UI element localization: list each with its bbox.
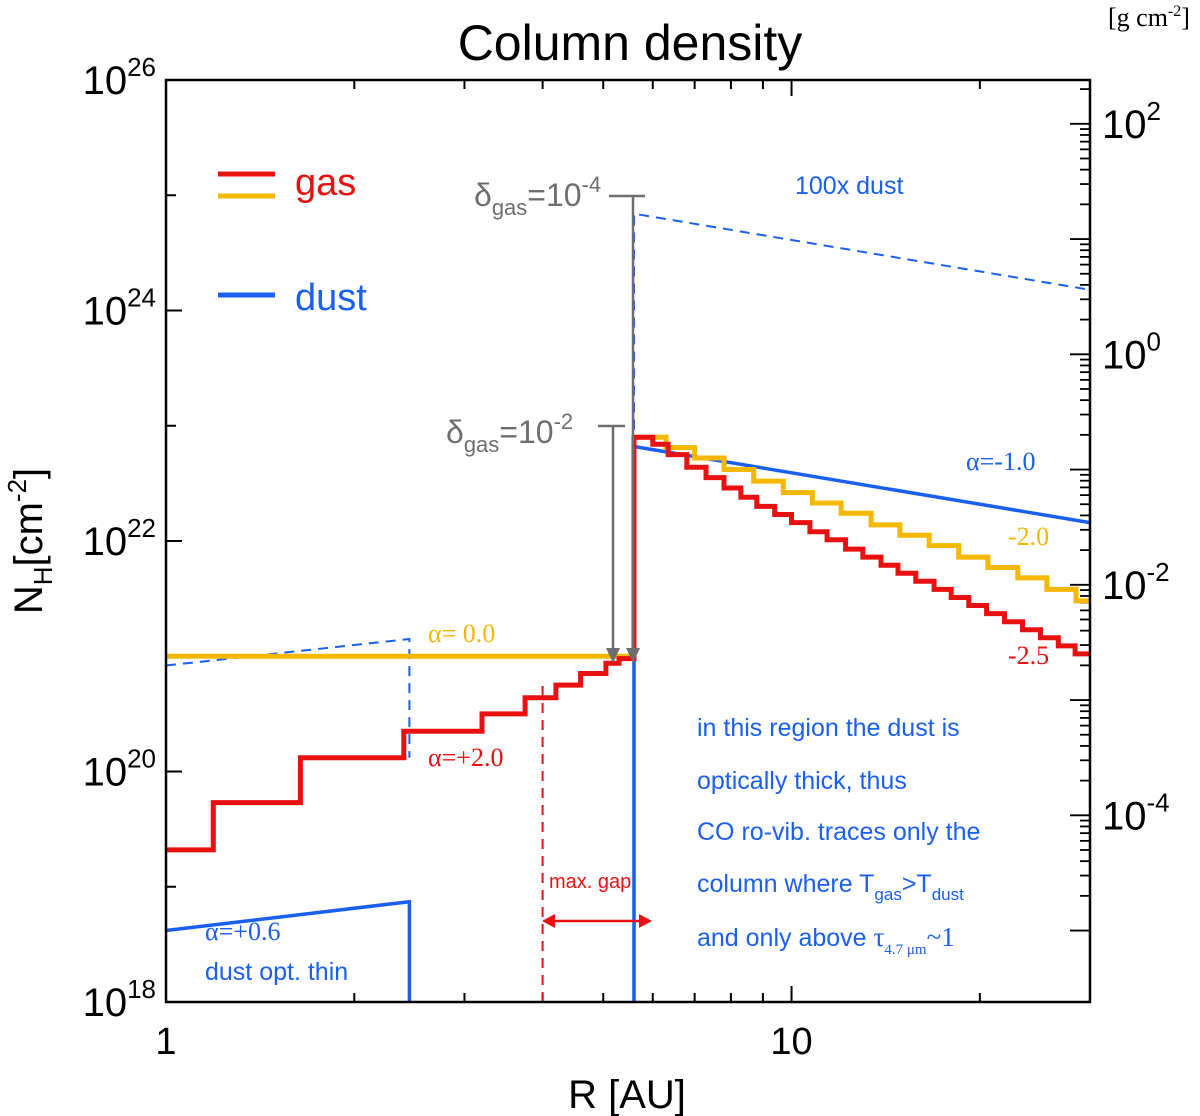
y-axis-label-unit-exp: -2 [2, 479, 32, 502]
alpha-gas-yellow-outer-label: -2.0 [1008, 522, 1049, 551]
y-tick-label: 1024 [83, 283, 156, 334]
alpha-dust-outer-label: α=-1.0 [966, 447, 1035, 476]
series-gas-alpha-0-0-2-0 [166, 434, 1090, 659]
max-gap-arrowhead-right [639, 914, 652, 928]
right-tick-label: 10-4 [1102, 787, 1170, 838]
right-tick-exp: 0 [1147, 326, 1161, 356]
right-tick-exp: -2 [1147, 557, 1170, 587]
right-axis-unit: [g cm-2] [1108, 3, 1190, 32]
dust-thin-label: dust opt. thin [205, 958, 348, 986]
delta-gas-2-label: δgas=10-2 [446, 409, 573, 457]
right-tick-exp: 2 [1147, 96, 1161, 126]
region-note-line-4c: >T [902, 870, 932, 898]
max-gap-arrowhead-left [542, 914, 555, 928]
y-tick-base: 10 [83, 981, 128, 1025]
alpha-gas-red-outer-label: -2.5 [1008, 641, 1049, 670]
chart-title: Column density [458, 15, 803, 71]
y-tick-base: 10 [83, 520, 128, 564]
alpha-dust-inner-label: α=+0.6 [205, 917, 280, 946]
series-100x-dust-outer [633, 212, 1091, 447]
delta-gas-4-label: δgas=10-4 [474, 172, 601, 220]
y-tick-label: 1022 [83, 513, 156, 564]
delta-gas-2-arrowhead [606, 648, 620, 663]
y-tick-exp: 26 [127, 52, 156, 82]
max-gap-label: max. gap [549, 871, 631, 893]
x-tick-label: 1 [155, 1021, 176, 1063]
alpha-gas-red-inner-label: α=+2.0 [428, 743, 503, 772]
annotations: gas dust δgas=10-4 δgas=10-2 100x dust α… [205, 162, 1049, 986]
region-note-line-2: optically thick, thus [697, 767, 907, 795]
right-tick-base: 10 [1102, 103, 1147, 147]
y-tick-exp: 24 [127, 283, 156, 313]
delta-gas-2-exp: -2 [554, 409, 574, 434]
region-note-line-5d: ~1 [927, 922, 955, 952]
y-tick-base: 10 [83, 59, 128, 103]
right-tick-exp: -4 [1147, 787, 1170, 817]
right-tick-label: 102 [1102, 96, 1161, 147]
delta-gas-4-exp: -4 [582, 172, 602, 197]
delta-gas-2-val: =10 [499, 414, 553, 450]
y-tick-label: 1026 [83, 52, 156, 103]
region-note-line-5: and only above τ4.7 μm~1 [697, 922, 955, 958]
region-note-line-3: CO ro-vib. traces only the [697, 818, 980, 846]
right-tick-label: 100 [1102, 326, 1161, 377]
region-note-line-5c: 4.7 μm [884, 942, 927, 958]
y-axis-label: NH[cm-2] [2, 468, 58, 614]
right-tick-base: 10 [1102, 333, 1147, 377]
region-note-line-5a: and only above [697, 924, 874, 952]
delta-gas-2-sub: gas [464, 432, 499, 457]
region-note-line-5b: τ [874, 922, 885, 952]
right-axis-unit-text: [g cm [1108, 3, 1168, 32]
region-note-line-4d: dust [932, 885, 964, 904]
y-tick-exp: 22 [127, 513, 156, 543]
right-tick-base: 10 [1102, 564, 1147, 608]
y-tick-base: 10 [83, 290, 128, 334]
y-tick-base: 10 [83, 751, 128, 795]
y-axis-label-unit: [cm [7, 502, 51, 566]
x-tick-label: 10 [770, 1021, 812, 1063]
series-dust-alpha-0-6 [165, 899, 412, 1002]
alpha-gas-yellow-inner-label: α= 0.0 [428, 619, 495, 648]
y-tick-label: 1020 [83, 744, 156, 795]
region-note-line-4: column where Tgas>Tdust [697, 870, 964, 904]
delta-gas-4-arrowhead [626, 648, 640, 663]
y-tick-label: 1018 [83, 974, 156, 1025]
x-axis-label: R [AU] [568, 1073, 686, 1116]
plot-frame [164, 78, 1092, 1004]
delta-gas-4-sub: gas [492, 195, 527, 220]
right-axis-unit-exp: -2 [1168, 3, 1181, 20]
region-note-line-4a: column where T [697, 870, 874, 898]
right-tick-label: 10-2 [1102, 557, 1170, 608]
series-gas-alpha-2-0-2-5 [166, 434, 1090, 853]
y-axis-label-sub: H [28, 567, 58, 586]
legend-gas-label: gas [295, 162, 356, 204]
region-note-line-4b: gas [874, 885, 901, 904]
right-axis-unit-close: ] [1181, 3, 1190, 32]
delta-gas-4-symbol: δ [474, 177, 492, 213]
region-note-line-1: in this region the dust is [697, 714, 960, 742]
y-tick-exp: 20 [127, 744, 156, 774]
legend-dust-label: dust [295, 277, 367, 319]
series-100x-dust [165, 637, 411, 758]
delta-gas-2-symbol: δ [446, 414, 464, 450]
hundred-dust-label: 100x dust [795, 172, 903, 200]
right-tick-base: 10 [1102, 794, 1147, 838]
y-tick-exp: 18 [127, 974, 156, 1004]
y-axis-label-main: N [7, 585, 51, 614]
y-axis-label-close: ] [7, 468, 51, 479]
delta-gas-4-val: =10 [527, 177, 581, 213]
